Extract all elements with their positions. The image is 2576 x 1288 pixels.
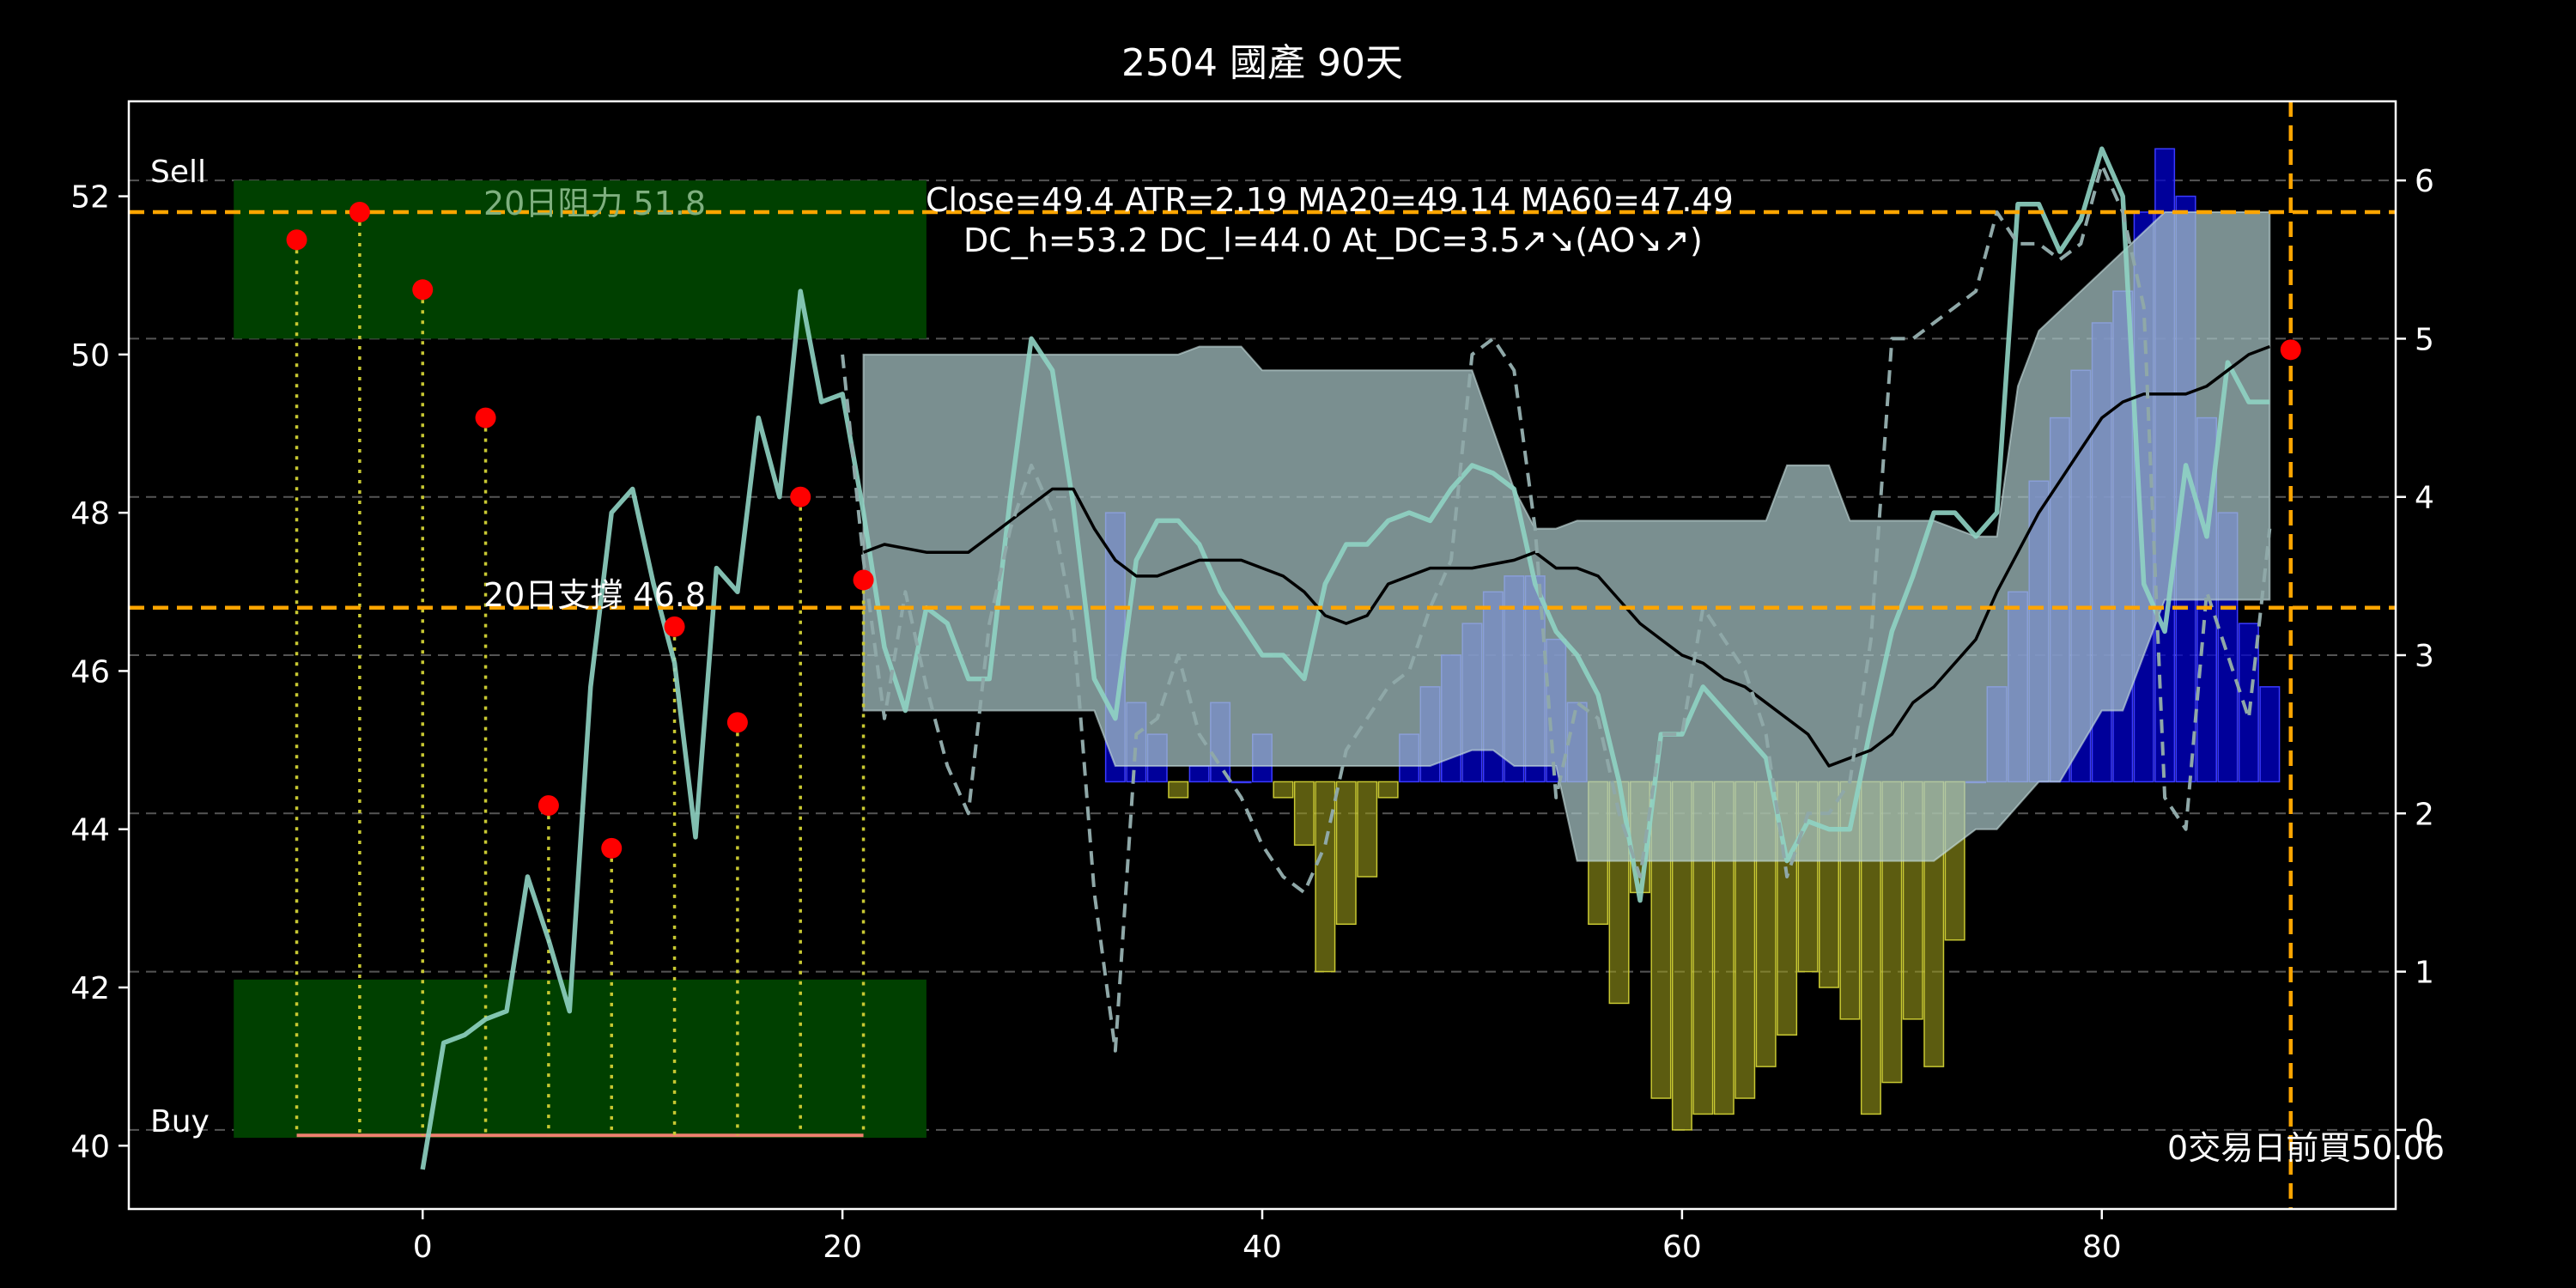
y-right-tick-label: 0 (2415, 1114, 2434, 1149)
signal-marker (475, 407, 496, 428)
series-line-oscillator (841, 162, 2272, 1053)
y-left-tick-label: 46 (70, 654, 110, 690)
series-line-close (420, 146, 2270, 1170)
resistance-label: 20日阻力 51.8 (483, 185, 706, 222)
histogram-bar-negative (1335, 781, 1357, 926)
histogram-bar-negative (1357, 781, 1378, 878)
histogram-bar-negative (1377, 781, 1399, 799)
y-right-tick-label: 3 (2415, 639, 2434, 674)
histogram-bar-negative (1273, 781, 1294, 799)
histogram-bar-negative (1293, 781, 1315, 846)
histogram-bar-positive (1188, 765, 1210, 783)
series-lines (420, 146, 2272, 1170)
buy-zone (234, 979, 927, 1139)
signal-marker (853, 569, 874, 591)
sell-label: Sell (150, 155, 206, 190)
x-tick-label: 60 (1662, 1230, 1702, 1265)
support-label: 20日支撐 46.8 (483, 576, 706, 614)
chart-title: 2504 國產 90天 (1121, 41, 1403, 85)
y-right-tick-label: 5 (2415, 322, 2434, 357)
level-lines (129, 101, 2396, 1209)
zones (234, 180, 927, 1139)
signal-marker (790, 486, 811, 507)
x-tick-label: 80 (2082, 1230, 2122, 1265)
y-left-tick-label: 44 (70, 813, 110, 848)
y-right-tick-label: 1 (2415, 956, 2434, 991)
info-line-1: Close=49.4 ATR=2.19 MA20=49.14 MA60=47.4… (926, 181, 1734, 219)
signal-marker (664, 616, 685, 637)
histogram-bar-positive (2259, 686, 2281, 783)
x-tick-label: 0 (413, 1230, 433, 1265)
y-left-tick-label: 40 (70, 1129, 110, 1164)
axes: 0 20 40 60 80 40 42 44 46 48 50 52 0 1 2 3 4 5 6 (70, 164, 2434, 1265)
y-left-tick-label: 52 (70, 180, 110, 216)
sell-zone (234, 180, 927, 339)
y-right-tick-label: 2 (2415, 797, 2434, 832)
series-line-ma20 (862, 344, 2270, 768)
y-left-tick-label: 50 (70, 338, 110, 374)
x-tick-label: 20 (823, 1230, 862, 1265)
signal-marker (726, 712, 748, 733)
histogram-bar-negative (1168, 781, 1189, 799)
info-line-2: DC_h=53.2 DC_l=44.0 At_DC=3.5↗↘(AO↘↗) (963, 222, 1703, 259)
y-right-tick-label: 6 (2415, 164, 2434, 199)
markers (286, 202, 2301, 859)
y-left-tick-label: 42 (70, 971, 110, 1006)
marker-stems (295, 212, 866, 1138)
histogram-bar-negative (1315, 781, 1336, 973)
signal-marker (412, 279, 434, 301)
buy-label: Buy (150, 1104, 210, 1139)
signal-marker (538, 795, 559, 817)
y-left-tick-label: 48 (70, 496, 110, 532)
signal-marker (601, 837, 623, 859)
trade-label: 0交易日前買50.06 (2167, 1129, 2445, 1167)
signal-marker (349, 202, 370, 222)
y-right-tick-label: 4 (2415, 481, 2434, 516)
signal-marker (286, 229, 307, 251)
histogram-bar-positive (1230, 781, 1252, 784)
x-tick-label: 40 (1242, 1230, 1282, 1265)
signal-marker (2280, 339, 2301, 361)
